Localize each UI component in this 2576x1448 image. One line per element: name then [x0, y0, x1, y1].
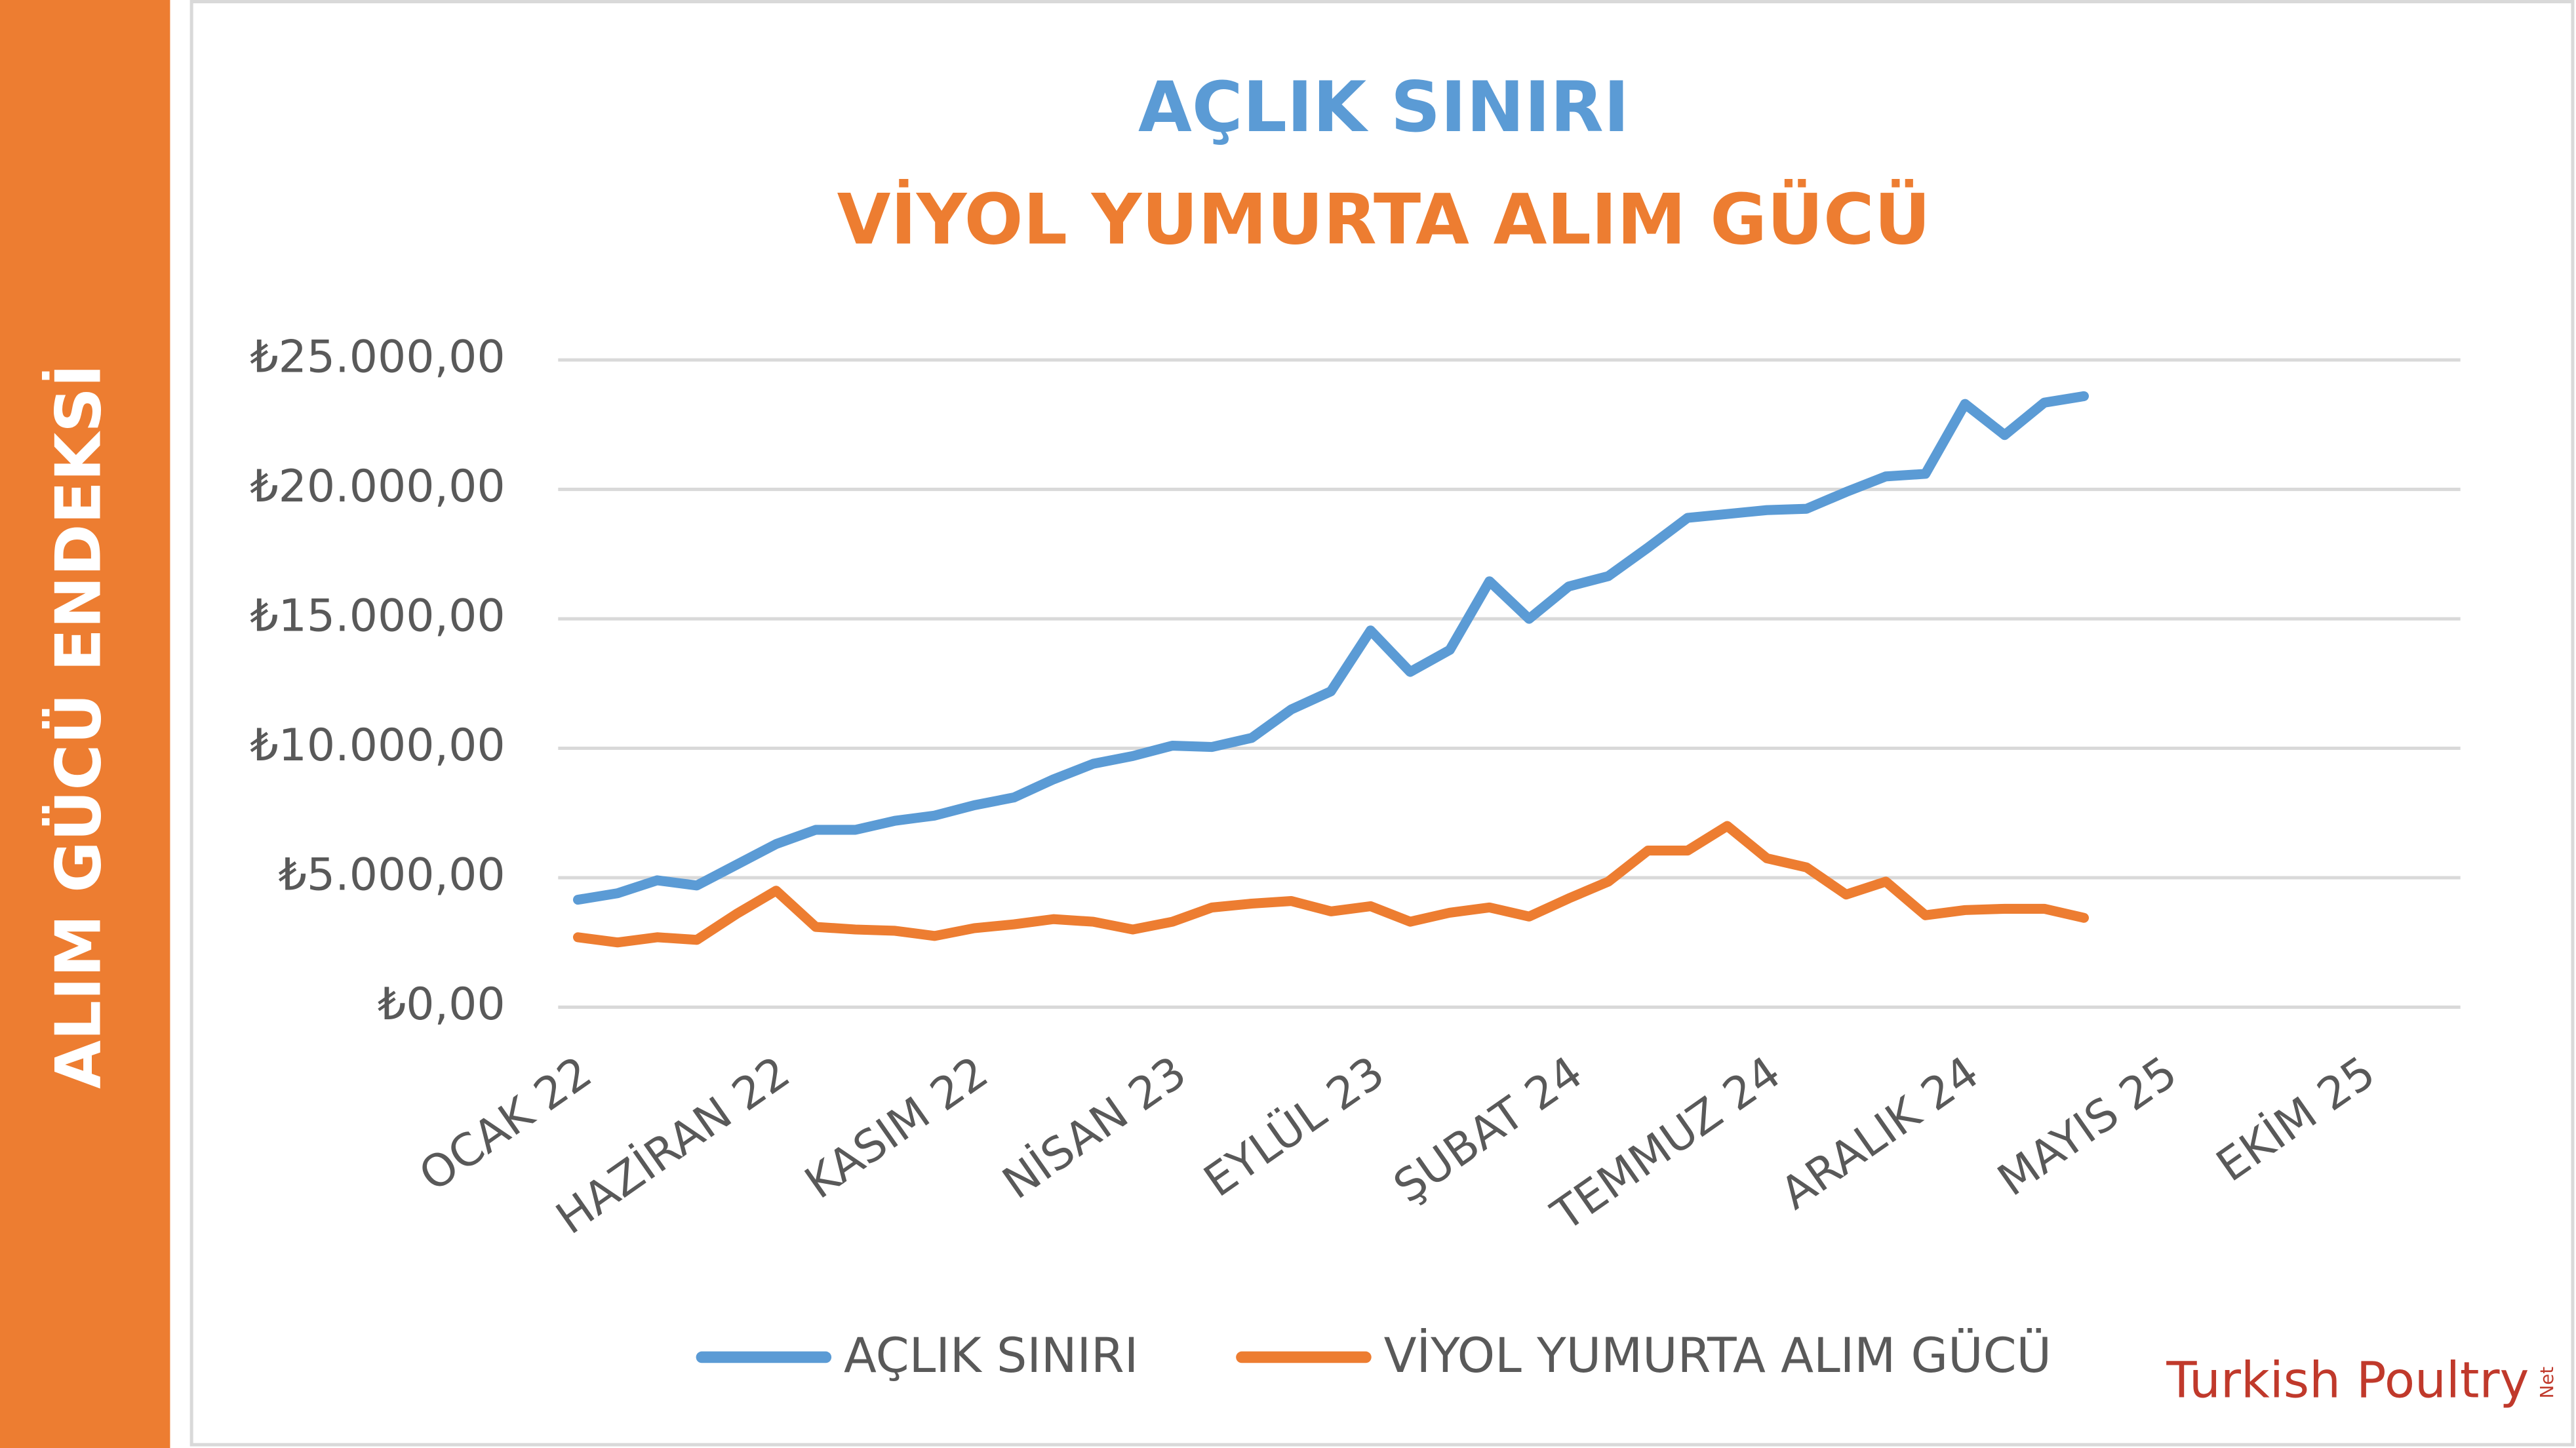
y-tick-label: ₺10.000,00	[250, 720, 505, 772]
y-tick-label: ₺20.000,00	[250, 461, 505, 513]
legend-label: VİYOL YUMURTA ALIM GÜCÜ	[1384, 1328, 2051, 1384]
logo: Turkish Poultry	[2166, 1351, 2529, 1409]
chart-title: AÇLIK SINIRI	[1138, 67, 1629, 147]
chart-border	[189, 0, 2575, 1447]
line-series	[572, 391, 2090, 905]
chart-subtitle: VİYOL YUMURTA ALIM GÜCÜ	[837, 179, 1931, 260]
y-tick-label: ₺15.000,00	[250, 591, 505, 642]
logo-suffix: Net	[2536, 1367, 2558, 1399]
y-tick-label: ₺5.000,00	[279, 850, 505, 901]
line-series	[572, 821, 2090, 948]
legend-label: AÇLIK SINIRI	[844, 1328, 1138, 1384]
side-label: ALIM GÜCÜ ENDEKSİ	[41, 364, 115, 1089]
y-tick-label: ₺0,00	[378, 979, 505, 1030]
side-panel	[0, 0, 170, 1448]
y-tick-label: ₺25.000,00	[250, 332, 505, 383]
